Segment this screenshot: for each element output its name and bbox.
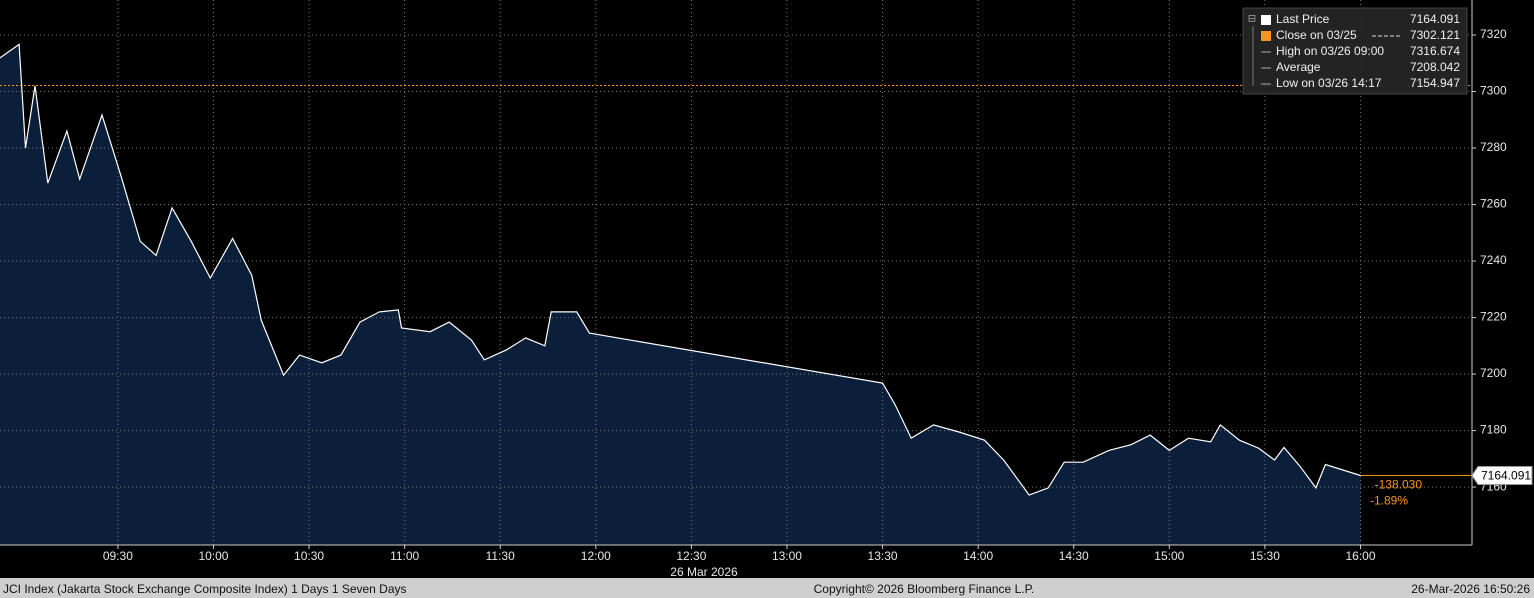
x-tick-label: 09:30 bbox=[103, 549, 133, 563]
x-tick-label: 10:30 bbox=[294, 549, 324, 563]
y-tick-label: 7200 bbox=[1480, 366, 1507, 380]
legend-name: Last Price bbox=[1276, 12, 1330, 26]
legend-value: 7208.042 bbox=[1410, 60, 1460, 74]
change-pct-label: -1.89% bbox=[1370, 494, 1408, 508]
y-tick-label: 7320 bbox=[1480, 27, 1507, 41]
legend-value: 7154.947 bbox=[1410, 76, 1460, 90]
legend-value: 7302.121 bbox=[1410, 28, 1460, 42]
legend-value: 7164.091 bbox=[1410, 12, 1460, 26]
legend-name: Close on 03/25 bbox=[1276, 28, 1357, 42]
legend-collapse: ⊟ bbox=[1248, 14, 1256, 25]
y-tick-label: 7180 bbox=[1480, 423, 1507, 437]
x-tick-label: 14:30 bbox=[1059, 549, 1089, 563]
change-label: -138.030 bbox=[1375, 478, 1423, 492]
legend-name: Average bbox=[1276, 60, 1321, 74]
legend-swatch bbox=[1261, 15, 1271, 25]
x-tick-label: 12:30 bbox=[676, 549, 706, 563]
x-tick-label: 13:30 bbox=[868, 549, 898, 563]
x-tick-label: 11:00 bbox=[390, 549, 419, 563]
legend-name: High on 03/26 09:00 bbox=[1276, 44, 1384, 58]
y-tick-label: 7260 bbox=[1480, 197, 1507, 211]
x-tick-label: 16:00 bbox=[1345, 549, 1375, 563]
x-tick-label: 10:00 bbox=[198, 549, 228, 563]
y-tick-label: 7220 bbox=[1480, 310, 1507, 324]
x-tick-label: 15:30 bbox=[1250, 549, 1280, 563]
x-tick-label: 15:00 bbox=[1154, 549, 1184, 563]
date-label: 26 Mar 2026 bbox=[670, 565, 738, 579]
legend-name: Low on 03/26 14:17 bbox=[1276, 76, 1382, 90]
legend-swatch bbox=[1261, 31, 1271, 41]
x-tick-label: 14:00 bbox=[963, 549, 993, 563]
footer-bar bbox=[0, 578, 1534, 598]
legend-box bbox=[1242, 7, 1468, 95]
footer-center: Copyright© 2026 Bloomberg Finance L.P. bbox=[814, 582, 1035, 596]
x-tick-label: 13:00 bbox=[772, 549, 802, 563]
footer-left: JCI Index (Jakarta Stock Exchange Compos… bbox=[3, 582, 407, 596]
footer-right: 26-Mar-2026 16:50:26 bbox=[1411, 582, 1530, 596]
y-tick-label: 7300 bbox=[1480, 84, 1507, 98]
last-price-box bbox=[1471, 466, 1533, 486]
legend-value: 7316.674 bbox=[1410, 44, 1460, 58]
x-tick-label: 11:30 bbox=[486, 549, 515, 563]
last-price-label: 7164.091 bbox=[1481, 469, 1531, 483]
y-tick-label: 7240 bbox=[1480, 253, 1507, 267]
y-tick-label: 7280 bbox=[1480, 140, 1507, 154]
x-tick-label: 12:00 bbox=[581, 549, 611, 563]
price-line bbox=[0, 43, 1361, 496]
price-area bbox=[0, 44, 1361, 546]
